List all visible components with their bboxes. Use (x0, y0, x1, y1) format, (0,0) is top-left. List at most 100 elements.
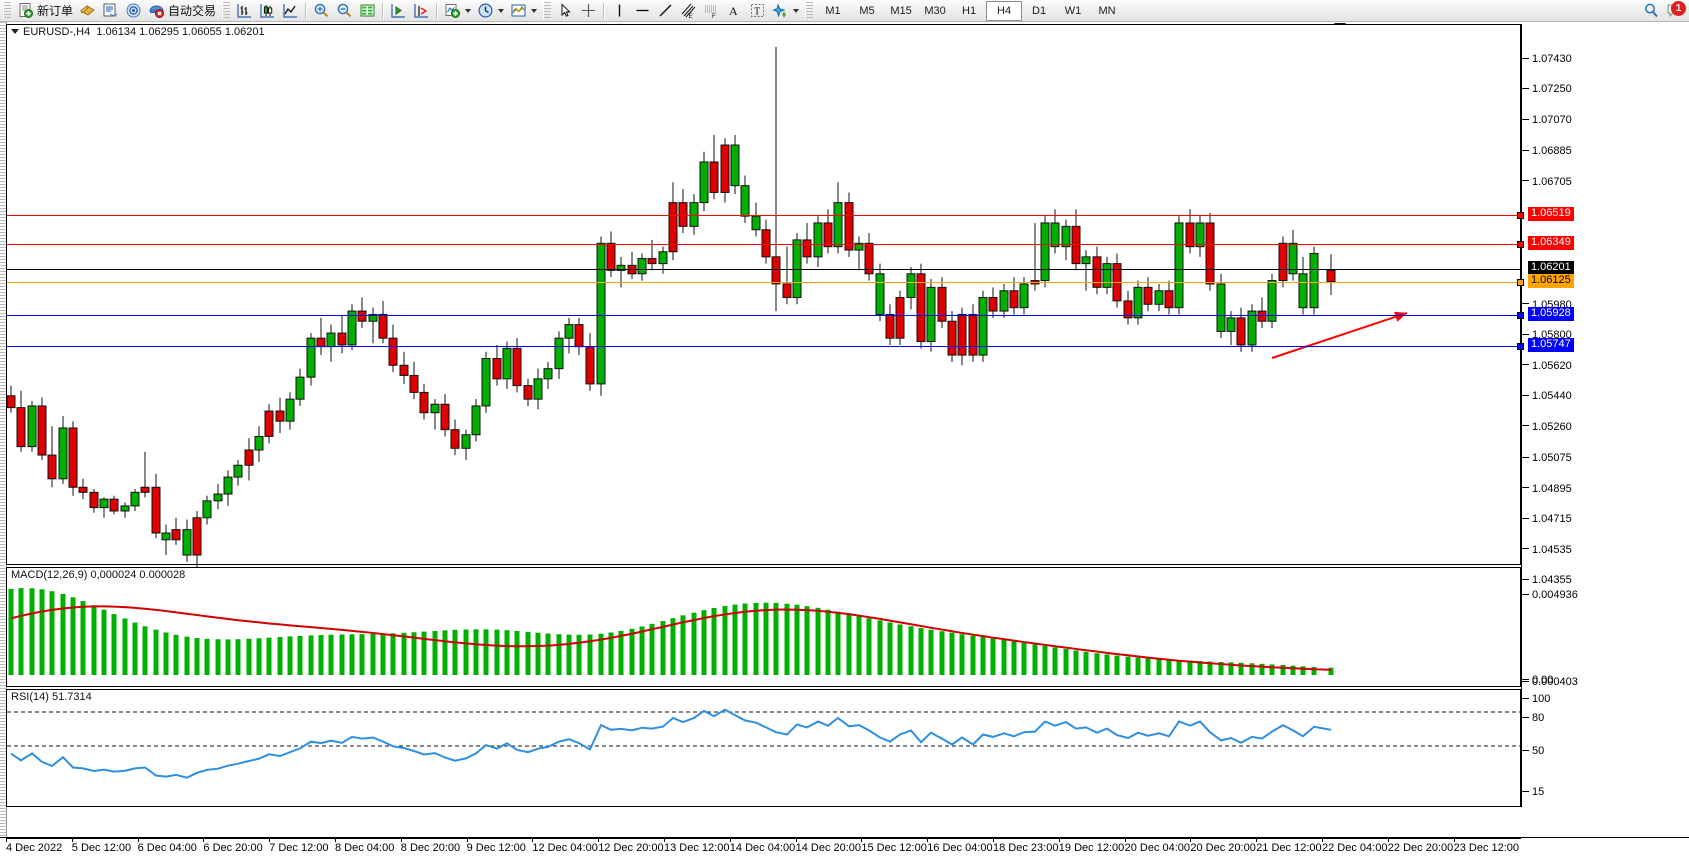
level-handle-support-1[interactable] (1517, 312, 1524, 320)
chart-window[interactable]: EURUSD-,H4 1.06134 1.06295 1.06055 1.062… (0, 22, 1689, 861)
alerts-button[interactable]: 1 (1665, 1, 1686, 19)
bar-chart-button[interactable] (233, 1, 256, 21)
new-order-label: 新订单 (37, 4, 74, 18)
timeframe-m30[interactable]: M30 (924, 4, 946, 17)
up-arrow[interactable] (1271, 311, 1408, 359)
price-label-bid-price[interactable]: 1.06125 (1528, 274, 1574, 289)
timeframe-m15[interactable]: M15 (890, 4, 912, 17)
macd-tick-top: 0.004936 (1522, 589, 1578, 601)
price-tick: 1.05620 (1522, 360, 1572, 372)
zoom-out-button[interactable] (333, 1, 356, 21)
price-pane[interactable]: EURUSD-,H4 1.06134 1.06295 1.06055 1.062… (6, 24, 1521, 572)
toolbar-separator-4 (603, 2, 606, 19)
level-handle-support-2[interactable] (1517, 343, 1524, 351)
label-button[interactable]: T (746, 1, 769, 21)
time-tick-mark (1387, 838, 1389, 842)
trend-line-icon (659, 4, 672, 17)
symbol-dropdown-icon[interactable] (11, 28, 19, 34)
auto-scroll-button[interactable] (410, 1, 433, 21)
time-scale[interactable]: 4 Dec 2022 5 Dec 12:00 6 Dec 04:00 6 Dec 20… (0, 837, 1689, 861)
price-label-last-price[interactable]: 1.06201 (1528, 261, 1574, 276)
level-handle-resistance-2[interactable] (1517, 241, 1524, 249)
level-line-support-2[interactable] (7, 346, 1521, 348)
news-icon (103, 3, 118, 17)
indicators-add-icon (445, 4, 461, 18)
price-label-support-1[interactable]: 1.05928 (1528, 307, 1574, 322)
period-dropdown-caret[interactable] (498, 8, 505, 13)
annotation-layer[interactable] (7, 25, 1520, 564)
crosshair-button[interactable] (577, 1, 600, 21)
text-button[interactable]: A (723, 1, 746, 21)
time-tick-mark (400, 838, 402, 842)
svg-text:E: E (689, 14, 693, 19)
time-tick-mark (1453, 838, 1455, 842)
time-tick-mark (137, 838, 139, 842)
level-line-support-1[interactable] (7, 315, 1521, 317)
data-window-button[interactable] (356, 1, 379, 21)
vertical-line-icon (618, 4, 621, 17)
line-chart-icon (283, 4, 298, 18)
timeframe-d1[interactable]: D1 (1032, 4, 1047, 17)
auto-trading-icon (149, 5, 165, 18)
indicators-dropdown-caret[interactable] (465, 8, 472, 13)
toolbar-grip-lines[interactable] (543, 2, 552, 19)
period-button[interactable] (474, 1, 507, 21)
news-button[interactable] (99, 1, 122, 21)
auto-trading-button[interactable]: 自动交易 (145, 1, 219, 21)
price-tick: 1.04895 (1522, 483, 1572, 495)
shapes-button[interactable] (769, 1, 802, 21)
price-label-resistance-2[interactable]: 1.06349 (1528, 236, 1574, 251)
candlestick-chart-button[interactable] (256, 1, 279, 21)
shapes-dropdown-caret[interactable] (793, 8, 800, 13)
trend-line-button[interactable] (654, 1, 677, 21)
timeframe-m1[interactable]: M1 (825, 4, 841, 17)
crosshair-icon (582, 4, 596, 17)
timeframe-m5[interactable]: M5 (859, 4, 875, 17)
time-tick: 20 Dec 04:00 (1124, 842, 1191, 854)
indicators-add-button[interactable] (441, 1, 474, 21)
level-line-last-price[interactable] (7, 269, 1521, 271)
chart-shift-button[interactable] (387, 1, 410, 21)
time-tick: 6 Dec 20:00 (203, 842, 263, 854)
price-scale[interactable]: 1.07430 1.07250 1.07070 1.06885 1.06705 1.065… (1521, 24, 1689, 807)
zoom-in-button[interactable] (310, 1, 333, 21)
toolbar-grip-periods[interactable] (805, 2, 814, 19)
templates-dropdown-caret[interactable] (531, 8, 538, 13)
level-line-resistance-2[interactable] (7, 244, 1521, 246)
equidistant-channel-button[interactable]: E (677, 1, 700, 21)
fibonacci-button[interactable]: F (700, 1, 723, 21)
level-line-resistance-1[interactable] (7, 215, 1521, 217)
toolbar-grip-standard[interactable] (3, 2, 11, 19)
toolbar-grip-charts[interactable] (222, 2, 231, 19)
time-tick: 13 Dec 12:00 (664, 842, 730, 854)
price-label-resistance-1[interactable]: 1.06519 (1528, 207, 1574, 222)
level-line-bid-price[interactable] (7, 282, 1521, 284)
macd-label: MACD(12,26,9) 0,000024 0.000028 (11, 569, 189, 581)
fibonacci-icon: F (705, 5, 717, 19)
horizontal-line-button[interactable] (631, 1, 654, 21)
level-handle-bid-price[interactable] (1517, 279, 1524, 287)
price-tick: 1.05260 (1522, 421, 1572, 433)
timeframe-w1[interactable]: W1 (1064, 4, 1082, 17)
time-tick: 14 Dec 20:00 (795, 842, 862, 854)
time-tick-mark (1190, 838, 1192, 842)
rsi-tick-80: 80 (1522, 712, 1544, 724)
line-chart-button[interactable] (279, 1, 302, 21)
price-label-support-2[interactable]: 1.05747 (1528, 338, 1574, 353)
time-tick: 6 Dec 04:00 (137, 842, 197, 854)
timeframe-mn[interactable]: MN (1098, 4, 1116, 17)
cursor-button[interactable] (554, 1, 577, 21)
macd-pane[interactable]: MACD(12,26,9) 0,000024 0.000028 (6, 567, 1521, 687)
signals-button[interactable] (122, 1, 145, 21)
rsi-pane[interactable]: RSI(14) 51.7314 (6, 689, 1521, 807)
search-icon[interactable] (1643, 2, 1660, 19)
profile-button[interactable] (76, 1, 99, 21)
templates-button[interactable] (507, 1, 540, 21)
timeframe-h1[interactable]: H1 (962, 4, 977, 17)
new-order-button[interactable]: 新订单 (14, 1, 76, 21)
vertical-line-button[interactable] (608, 1, 631, 21)
time-tick: 22 Dec 20:00 (1387, 842, 1454, 854)
profile-icon (80, 5, 95, 16)
level-handle-resistance-1[interactable] (1517, 212, 1524, 220)
timeframe-h4[interactable]: H4 (986, 0, 1023, 21)
